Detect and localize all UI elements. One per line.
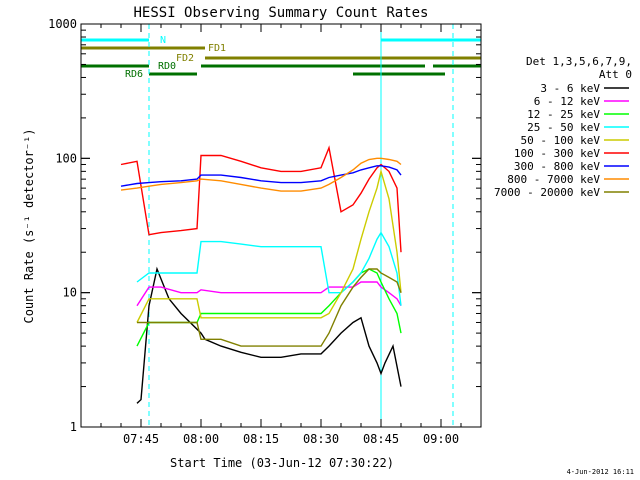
x-tick-label: 08:30	[303, 432, 339, 446]
y-axis-ticks: 1 10 100 1000	[48, 17, 481, 434]
legend-entry-label: 7000 - 20000 keV	[494, 186, 600, 199]
x-tick-label: 08:00	[183, 432, 219, 446]
series-line-25-50-kev	[136, 231, 402, 306]
x-tick-label: 08:45	[363, 432, 399, 446]
flag-label-rd6: RD6	[125, 69, 143, 80]
series-line-6-12-kev	[136, 281, 402, 307]
chart-title: HESSI Observing Summary Count Rates	[133, 5, 428, 21]
y-axis-label: Count Rate (s⁻¹ detector⁻¹)	[22, 128, 36, 323]
y-tick-label: 1000	[48, 17, 77, 31]
legend-entry-label: 6 - 12 keV	[534, 95, 601, 108]
legend-entry-label: 12 - 25 keV	[527, 108, 600, 121]
x-axis-label: Start Time (03-Jun-12 07:30:22)	[170, 456, 394, 470]
legend-entry-label: 3 - 6 keV	[540, 82, 600, 95]
series-line-7000-20000-kev	[137, 268, 402, 347]
x-tick-label: 07:45	[123, 432, 159, 446]
legend-entry-label: 25 - 50 keV	[527, 121, 600, 134]
legend-entry-label: 50 - 100 keV	[521, 134, 601, 147]
x-tick-label: 08:15	[243, 432, 279, 446]
legend-entry-label: 800 - 7000 keV	[507, 173, 600, 186]
y-tick-label: 100	[55, 151, 77, 165]
footer-date: 4-Jun-2012 16:11	[567, 468, 634, 476]
flag-label-rd0: RD0	[158, 61, 176, 72]
y-tick-label: 1	[70, 420, 77, 434]
legend-subtitle: Att 0	[599, 68, 632, 81]
series-line-50-100-kev	[136, 168, 402, 323]
x-axis-ticks: 07:45 08:00 08:15 08:30 08:45 09:00	[80, 24, 482, 446]
legend-entry-label: 100 - 300 keV	[514, 147, 600, 160]
y-tick-label: 10	[63, 286, 77, 300]
x-tick-label: 09:00	[423, 432, 459, 446]
flag-label-n: N	[160, 35, 166, 46]
legend-title: Det 1,3,5,6,7,9,	[526, 55, 632, 68]
flag-label-fd1: FD1	[208, 43, 226, 54]
series-line-800-7000-kev	[120, 157, 402, 192]
series-line-300-800-kev	[120, 165, 402, 187]
legend-entry-label: 300 - 800 keV	[514, 160, 600, 173]
flag-label-fd2: FD2	[176, 53, 194, 64]
series-lines	[120, 145, 402, 404]
series-line-100-300-kev	[120, 145, 402, 253]
series-line-3-6-kev	[136, 266, 402, 404]
